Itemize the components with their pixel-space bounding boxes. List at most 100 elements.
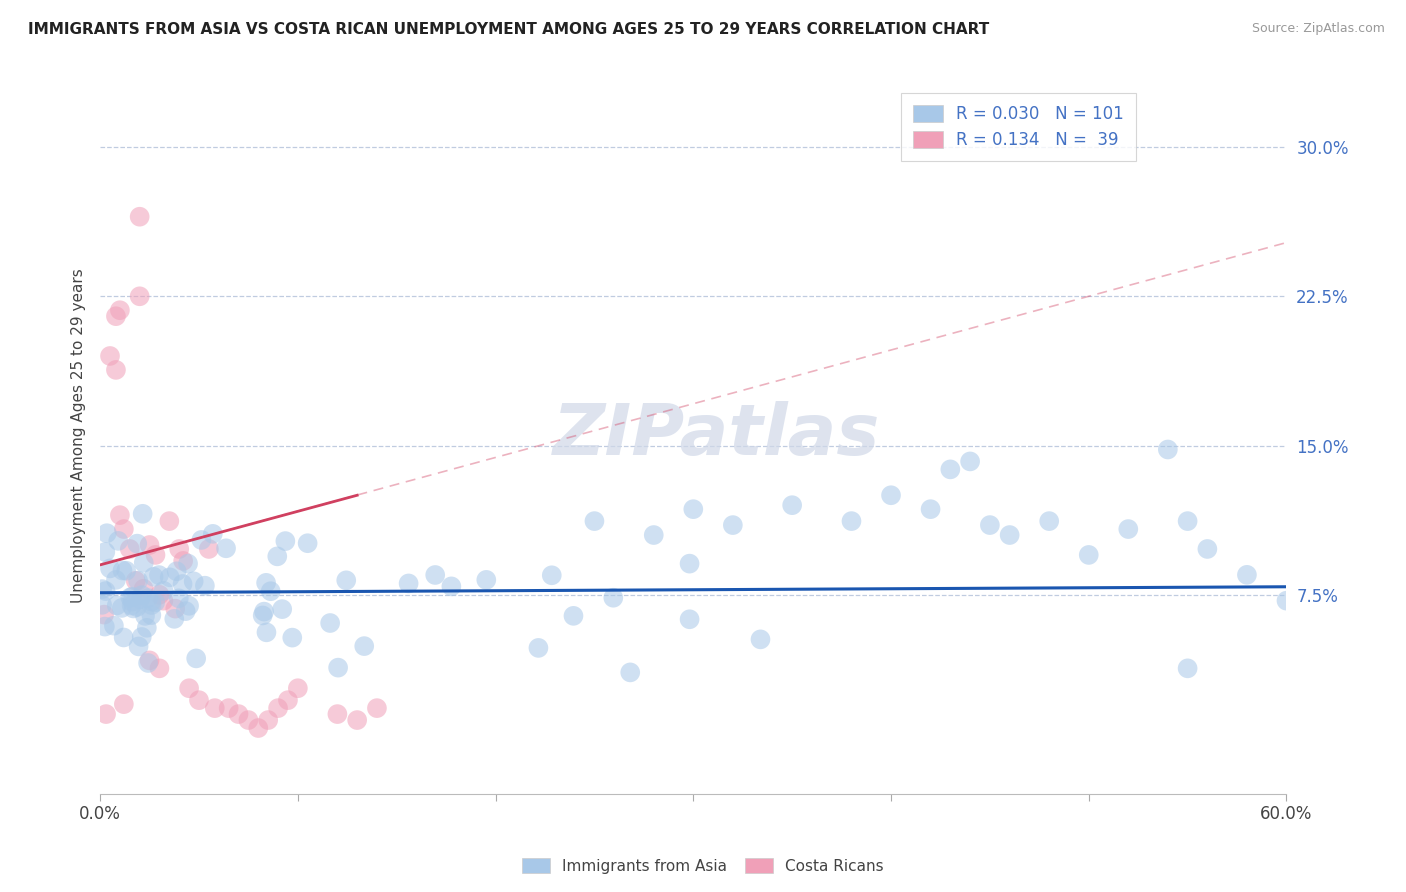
Point [94, 545, 117, 559]
Point [297, 536, 319, 550]
Point [129, 592, 152, 607]
Point [198, 541, 221, 556]
Legend: R = 0.030   N = 101, R = 0.134   N =  39: R = 0.030 N = 101, R = 0.134 N = 39 [901, 93, 1136, 161]
Legend: Immigrants from Asia, Costa Ricans: Immigrants from Asia, Costa Ricans [516, 852, 890, 880]
Point [141, 598, 163, 612]
Point [93, 607, 115, 622]
Point [287, 681, 309, 696]
Point [335, 574, 357, 588]
Point [527, 640, 550, 655]
Point [177, 557, 200, 571]
Point [111, 601, 134, 615]
Point [346, 713, 368, 727]
Point [643, 528, 665, 542]
Point [1116, 522, 1139, 536]
Point [174, 604, 197, 618]
Point [148, 588, 170, 602]
Point [115, 564, 138, 578]
Point [326, 660, 349, 674]
Point [1077, 548, 1099, 562]
Point [125, 599, 148, 614]
Point [108, 508, 131, 523]
Point [562, 608, 585, 623]
Point [749, 632, 772, 647]
Point [135, 621, 157, 635]
Point [148, 661, 170, 675]
Point [1177, 661, 1199, 675]
Point [121, 595, 143, 609]
Point [281, 631, 304, 645]
Point [98, 561, 121, 575]
Point [841, 514, 863, 528]
Point [94, 584, 117, 599]
Point [141, 608, 163, 623]
Point [142, 570, 165, 584]
Point [998, 528, 1021, 542]
Point [159, 570, 181, 584]
Point [91, 582, 114, 596]
Point [118, 541, 141, 556]
Point [163, 612, 186, 626]
Point [721, 518, 744, 533]
Point [678, 612, 700, 626]
Point [104, 309, 127, 323]
Point [256, 625, 278, 640]
Point [148, 568, 170, 582]
Point [167, 591, 190, 606]
Point [166, 564, 188, 578]
Text: IMMIGRANTS FROM ASIA VS COSTA RICAN UNEMPLOYMENT AMONG AGES 25 TO 29 YEARS CORRE: IMMIGRANTS FROM ASIA VS COSTA RICAN UNEM… [28, 22, 990, 37]
Point [271, 602, 294, 616]
Point [141, 594, 163, 608]
Point [920, 502, 942, 516]
Point [128, 289, 150, 303]
Point [190, 533, 212, 547]
Point [120, 591, 142, 605]
Point [266, 549, 288, 564]
Point [260, 584, 283, 599]
Point [138, 538, 160, 552]
Point [1157, 442, 1180, 457]
Point [1197, 541, 1219, 556]
Point [678, 557, 700, 571]
Point [326, 707, 349, 722]
Point [1275, 593, 1298, 607]
Point [172, 577, 194, 591]
Point [132, 582, 155, 596]
Point [204, 701, 226, 715]
Point [602, 591, 624, 605]
Point [94, 619, 117, 633]
Point [134, 608, 156, 623]
Point [172, 554, 194, 568]
Point [238, 713, 260, 727]
Point [1177, 514, 1199, 528]
Point [177, 599, 200, 613]
Point [157, 514, 180, 528]
Point [138, 653, 160, 667]
Point [112, 697, 135, 711]
Point [165, 601, 187, 615]
Point [103, 618, 125, 632]
Point [254, 575, 277, 590]
Point [353, 639, 375, 653]
Point [112, 631, 135, 645]
Point [247, 721, 270, 735]
Point [188, 693, 211, 707]
Point [440, 579, 463, 593]
Point [540, 568, 562, 582]
Point [228, 707, 250, 722]
Point [111, 564, 134, 578]
Point [215, 541, 238, 556]
Point [91, 598, 114, 612]
Point [1236, 567, 1258, 582]
Point [682, 502, 704, 516]
Point [96, 526, 118, 541]
Point [186, 651, 208, 665]
Point [475, 573, 498, 587]
Point [131, 630, 153, 644]
Point [131, 507, 153, 521]
Text: ZIPatlas: ZIPatlas [554, 401, 880, 470]
Point [128, 210, 150, 224]
Point [183, 574, 205, 589]
Point [145, 548, 167, 562]
Point [136, 656, 159, 670]
